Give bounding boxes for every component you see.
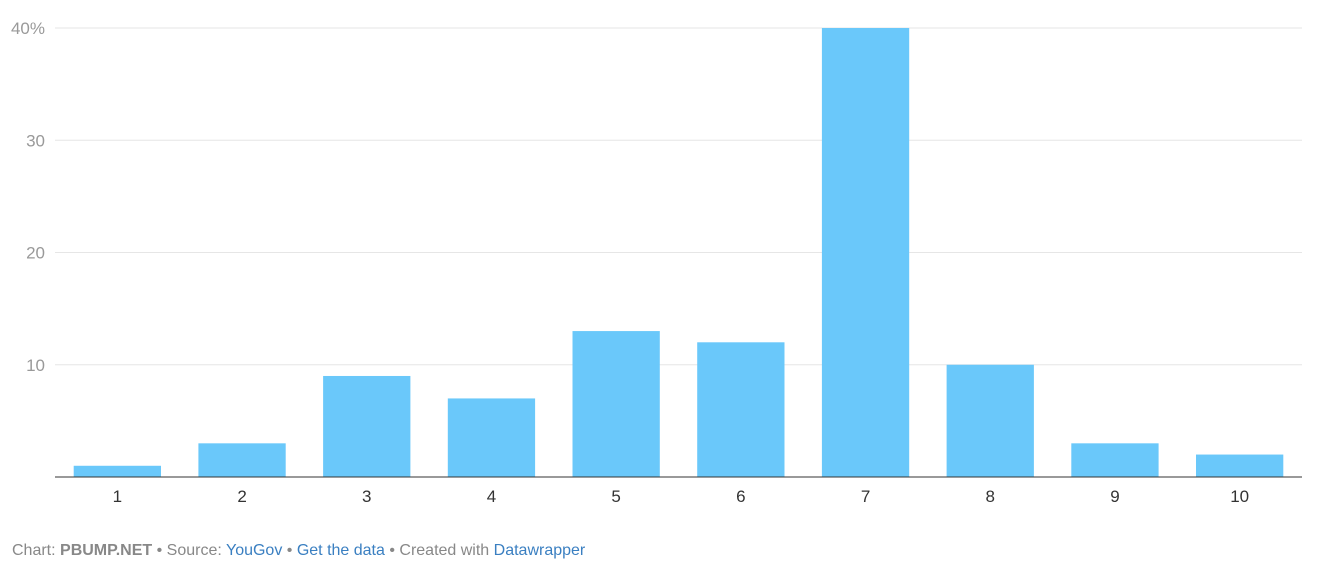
- y-tick-label-30: 30: [26, 131, 45, 150]
- y-tick-label-40: 40%: [11, 19, 45, 38]
- x-tick-label-4: 4: [487, 487, 496, 506]
- x-tick-label-8: 8: [986, 487, 995, 506]
- x-tick-label-2: 2: [237, 487, 246, 506]
- x-tick-label-9: 9: [1110, 487, 1119, 506]
- bar-chart: 10 20 30 40% 1 2 3 4 5 6 7 8 9 10: [11, 19, 1302, 506]
- bar-6: [697, 342, 785, 477]
- bar-8: [946, 364, 1034, 477]
- bar-5: [572, 331, 660, 477]
- footer-datawrapper-link[interactable]: Datawrapper: [493, 542, 586, 559]
- y-tick-label-20: 20: [26, 244, 45, 263]
- chart-footer: Chart: PBUMP.NET • Source: YouGov • Get …: [12, 542, 585, 560]
- x-tick-label-3: 3: [362, 487, 371, 506]
- footer-source-prefix: • Source:: [152, 542, 226, 559]
- footer-source-link[interactable]: YouGov: [225, 542, 283, 559]
- bar-1: [73, 465, 161, 477]
- footer-separator: •: [282, 542, 297, 559]
- x-tick-label-6: 6: [736, 487, 745, 506]
- x-tick-label-7: 7: [861, 487, 870, 506]
- bar-2: [198, 443, 286, 477]
- y-tick-label-10: 10: [26, 356, 45, 375]
- bar-9: [1071, 443, 1159, 477]
- footer-created-prefix: • Created with: [384, 542, 494, 559]
- bar-7: [821, 28, 910, 477]
- bar-10: [1196, 454, 1284, 477]
- footer-get-data-link[interactable]: Get the data: [296, 542, 385, 559]
- x-tick-label-5: 5: [611, 487, 620, 506]
- x-tick-label-10: 10: [1230, 487, 1249, 506]
- footer-chart-author: PBUMP.NET: [60, 542, 153, 559]
- x-tick-label-1: 1: [113, 487, 122, 506]
- bar-4: [447, 398, 536, 477]
- footer-chart-prefix: Chart:: [12, 542, 61, 559]
- bar-3: [323, 375, 411, 477]
